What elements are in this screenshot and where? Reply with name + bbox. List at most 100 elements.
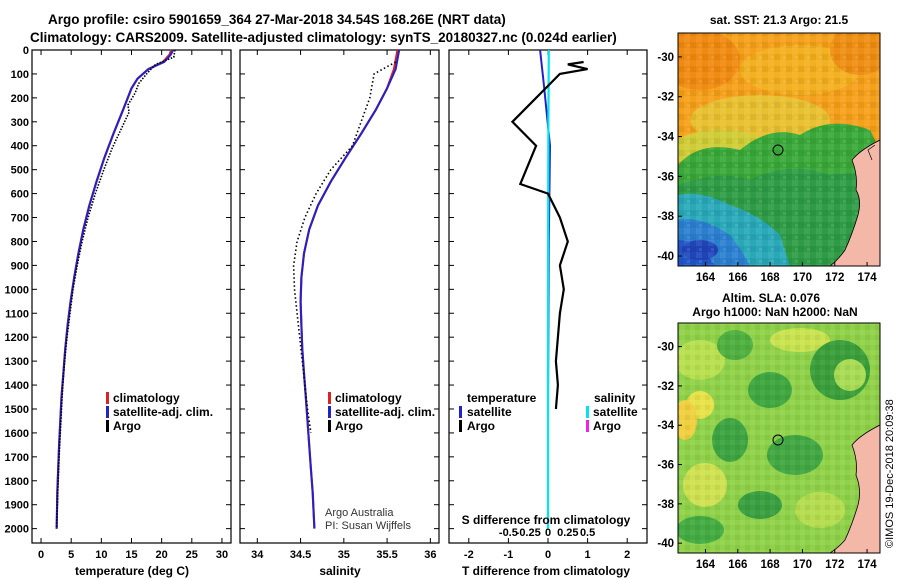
x-tick-label: 5 — [68, 549, 74, 561]
y-tick-label: 400 — [11, 141, 29, 153]
salinity-panel: 34 34.5 35 35.5 36 salinity climatology sate… — [239, 49, 440, 578]
sla-float-marker — [772, 434, 784, 446]
y-tick-label: 300 — [11, 117, 29, 129]
s-diff-tick-label: 0 — [545, 527, 551, 539]
lon-tick-label: 174 — [857, 272, 877, 284]
credit-text: Argo Australia — [325, 507, 394, 519]
x-tick-label: 2 — [624, 549, 630, 561]
s-diff-tick-label: -0.5 — [499, 527, 518, 539]
y-tick-label: 500 — [11, 165, 29, 177]
lon-tick-label: 168 — [761, 272, 781, 284]
y-tick-label: 1200 — [5, 332, 29, 344]
sla-map-subtitle: Argo h1000: NaN h2000: NaN — [692, 305, 857, 319]
legend-climatology: climatology — [335, 391, 402, 405]
series-argo — [292, 61, 397, 434]
y-tick-label: 1700 — [5, 452, 29, 464]
salinity-axis-label: salinity — [319, 564, 361, 578]
series-satellite-adj-clim- — [299, 49, 401, 529]
y-tick-label: 1400 — [5, 380, 29, 392]
y-tick-label: 1000 — [5, 284, 29, 296]
lon-tick-label: 174 — [857, 559, 877, 571]
y-tick-label: 1600 — [5, 428, 29, 440]
lat-tick-label: -30 — [657, 342, 674, 354]
y-tick-label: 1900 — [5, 500, 29, 512]
sst-map-panel: sat. SST: 21.3 Argo: 21.5 164 166 168 170 17… — [657, 13, 881, 284]
s-diff-axis-label: S difference from climatology — [462, 513, 631, 527]
t-diff-axis-label: T difference from climatology — [462, 564, 630, 578]
x-tick-label: 36 — [424, 549, 436, 561]
salinity-legend: climatology satellite-adj. clim. Argo — [328, 391, 435, 433]
y-tick-label: 1800 — [5, 476, 29, 488]
lat-tick-label: -38 — [657, 499, 674, 511]
lon-tick-label: 164 — [696, 559, 716, 571]
difference-legend: temperature satellite Argo salinity sate… — [459, 391, 638, 433]
imos-stamp: ©IMOS 19-Dec-2018 20:09:38 — [884, 399, 896, 548]
series-s-satellite — [546, 49, 550, 529]
y-tick-label: 800 — [11, 236, 29, 248]
lat-tick-label: -34 — [657, 420, 674, 432]
temperature-legend: climatology satellite-adj. clim. Argo — [106, 391, 213, 433]
series-t-argo — [510, 60, 588, 410]
x-tick-label: 34.5 — [290, 549, 311, 561]
x-tick-label: 0 — [545, 549, 551, 561]
legend-salinity: salinity — [594, 391, 636, 405]
y-tick-label: 2000 — [5, 524, 29, 536]
y-tick-label: 0 — [23, 45, 29, 57]
legend-climatology: climatology — [113, 391, 180, 405]
y-tick-label: 200 — [11, 93, 29, 105]
lat-tick-label: -34 — [657, 132, 674, 144]
x-tick-label: 35.5 — [376, 549, 397, 561]
x-tick-label: 34 — [251, 549, 264, 561]
y-tick-label: 700 — [11, 213, 29, 225]
legend-s-satellite: satellite — [593, 405, 638, 419]
x-tick-label: -1 — [504, 549, 514, 561]
lon-tick-label: 164 — [696, 272, 716, 284]
pi-text: PI: Susan Wijffels — [325, 520, 411, 532]
legend-satellite: satellite-adj. clim. — [335, 405, 435, 419]
lon-tick-label: 172 — [825, 559, 844, 571]
legend-temperature: temperature — [467, 391, 537, 405]
lat-tick-label: -40 — [657, 251, 674, 263]
y-tick-label: 100 — [11, 69, 29, 81]
x-tick-label: 1 — [585, 549, 591, 561]
figure-subtitle: Climatology: CARS2009. Satellite-adjuste… — [30, 30, 617, 45]
series-argo — [55, 49, 176, 529]
legend-argo: Argo — [335, 419, 363, 433]
legend-satellite: satellite-adj. clim. — [113, 405, 213, 419]
series-satellite-adj-clim- — [55, 49, 174, 529]
x-tick-label: -2 — [464, 549, 474, 561]
x-tick-label: 15 — [125, 549, 137, 561]
x-tick-label: 35 — [338, 549, 350, 561]
x-tick-label: 30 — [216, 549, 228, 561]
lat-tick-label: -32 — [657, 381, 674, 393]
x-tick-label: 10 — [95, 549, 107, 561]
lat-tick-label: -36 — [657, 171, 674, 183]
y-tick-label: 600 — [11, 189, 29, 201]
x-tick-label: 25 — [186, 549, 198, 561]
s-diff-tick-label: -0.25 — [516, 527, 541, 539]
y-tick-label: 1500 — [5, 404, 29, 416]
sla-map-title: Altim. SLA: 0.076 — [722, 291, 820, 305]
legend-t-argo: Argo — [467, 419, 495, 433]
series-climatology — [299, 49, 399, 529]
s-diff-tick-label: 0.5 — [580, 527, 595, 539]
lat-tick-label: -32 — [657, 92, 674, 104]
y-tick-label: 1100 — [5, 308, 29, 320]
legend-s-argo: Argo — [593, 419, 621, 433]
y-tick-label: 1300 — [5, 356, 29, 368]
sst-map-title: sat. SST: 21.3 Argo: 21.5 — [710, 13, 849, 27]
figure-title: Argo profile: csiro 5901659_364 27-Mar-2… — [48, 12, 506, 27]
lat-tick-label: -38 — [657, 211, 674, 223]
lon-tick-label: 172 — [825, 272, 844, 284]
sla-field — [678, 323, 880, 553]
series-climatology — [55, 49, 173, 529]
lat-tick-label: -30 — [657, 52, 674, 64]
x-tick-label: 20 — [156, 549, 168, 561]
temperature-panel: 0100200300400500600700800900100011001200… — [5, 45, 232, 578]
lat-tick-label: -40 — [657, 538, 674, 550]
sla-map-panel: Altim. SLA: 0.076 Argo h1000: NaN h2000:… — [657, 291, 881, 571]
lon-tick-label: 170 — [793, 559, 812, 571]
x-tick-label: 0 — [38, 549, 44, 561]
difference-panel: -2 -1 0 1 2 -0.5-0.25 0 0.25 0.5 T difference fr… — [448, 49, 648, 578]
